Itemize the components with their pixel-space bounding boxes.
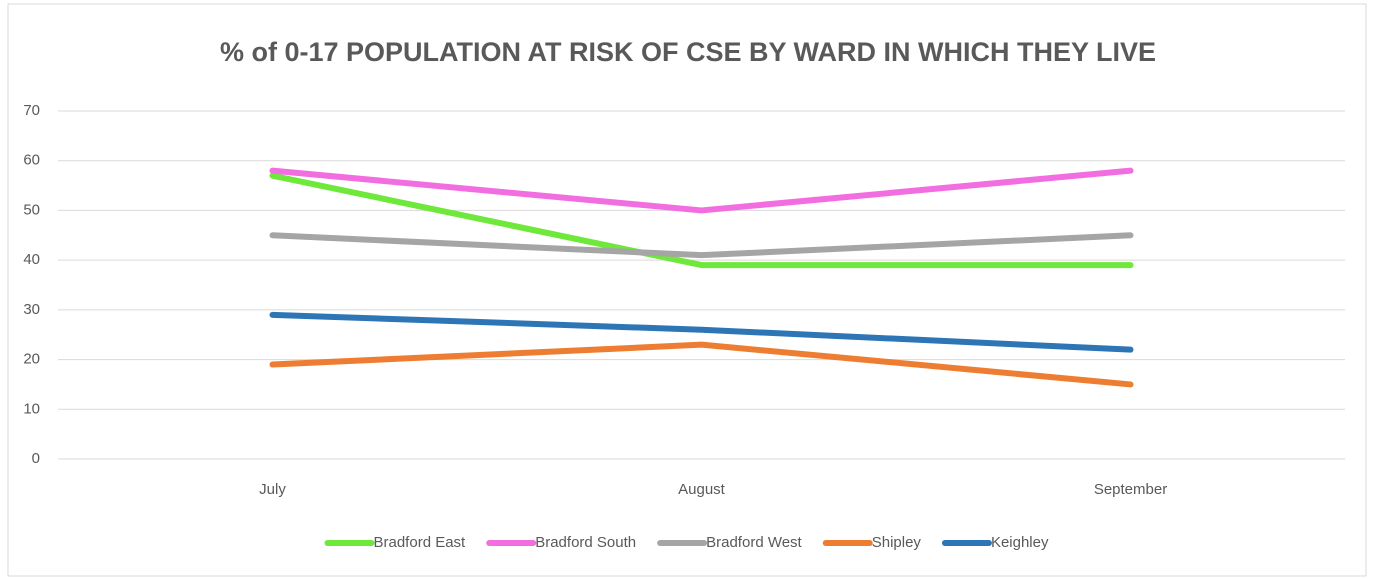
legend-label: Keighley xyxy=(991,534,1049,551)
legend-label: Bradford West xyxy=(706,534,802,551)
y-tick-label: 30 xyxy=(23,301,40,318)
series-line xyxy=(269,311,1134,353)
y-tick-label: 70 xyxy=(23,102,40,119)
chart-border xyxy=(7,3,1367,577)
series-line xyxy=(269,341,1134,388)
x-tick-label: July xyxy=(259,481,286,498)
chart-title: % of 0-17 POPULATION AT RISK OF CSE BY W… xyxy=(220,37,1156,67)
x-tick-label: September xyxy=(1094,481,1167,498)
y-tick-label: 10 xyxy=(23,400,40,417)
y-tick-label: 40 xyxy=(23,251,40,268)
y-tick-label: 0 xyxy=(32,450,40,467)
series-line xyxy=(269,172,1134,269)
y-tick-label: 50 xyxy=(23,201,40,218)
series-line xyxy=(269,232,1134,259)
legend-label: Shipley xyxy=(872,534,922,551)
legend-label: Bradford South xyxy=(535,534,636,551)
series-line xyxy=(269,167,1134,214)
y-tick-label: 20 xyxy=(23,351,40,368)
y-tick-label: 60 xyxy=(23,152,40,169)
x-tick-label: August xyxy=(678,481,726,498)
legend-label: Bradford East xyxy=(374,534,467,551)
